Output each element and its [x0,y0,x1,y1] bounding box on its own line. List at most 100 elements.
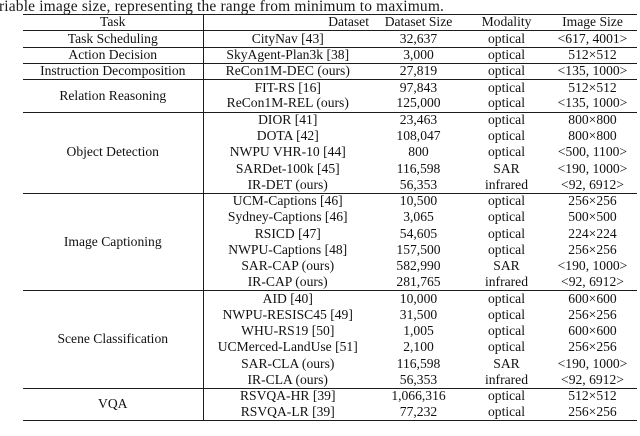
dataset-cell: SAR-CAP (ours) [241,258,335,274]
table-row: RSVQA-LR [39] 77,232 optical 256×256 [23,405,637,421]
table-row: DOTA [42] 108,047 optical 800×800 [23,128,637,144]
dataset-cell: ReCon1M-DEC (ours) [203,62,372,80]
dataset-size-cell: 2,100 [403,339,434,355]
task-cell: Object Detection [23,111,204,194]
modality-cell: optical [488,225,525,241]
dataset-cell: IR-CLA (ours) [247,372,328,387]
image-size-cell: <92, 6912> [561,177,624,192]
modality-cell: optical [488,128,525,144]
image-size-cell: 512×512 [548,78,637,96]
table-caption: riable image size, representing the rang… [0,0,445,15]
dataset-size-cell: 582,990 [396,258,441,274]
modality-cell: optical [488,307,525,322]
image-size-cell: <617, 4001> [548,30,637,47]
image-size-cell: <190, 1000> [557,160,628,176]
modality-cell: optical [488,242,525,257]
dataset-size-cell: 116,598 [396,160,441,176]
modality-cell: optical [488,323,525,339]
dataset-cell: AID [40] [203,290,372,307]
modality-cell: optical [465,30,548,47]
modality-cell: infrared [484,274,529,290]
dataset-size-cell: 97,843 [372,78,465,96]
table-row: SAR-CAP (ours) 582,990 SAR <190, 1000> [23,258,637,274]
image-size-cell: 256×256 [568,404,617,420]
dataset-size-cell: 157,500 [396,242,441,257]
image-size-cell: 600×600 [548,290,637,307]
image-size-cell: 500×500 [568,209,617,225]
image-size-cell: 600×600 [568,323,617,339]
image-size-cell: <500, 1100> [557,144,628,160]
modality-cell: optical [488,209,525,225]
modality-cell: optical [465,290,548,307]
dataset-cell: UCMerced-LandUse [51] [217,339,358,355]
dataset-cell: Sydney-Captions [46] [227,209,348,225]
dataset-size-cell: 23,463 [372,111,465,129]
dataset-cell: WHU-RS19 [50] [241,323,335,339]
task-cell: Task Scheduling [23,30,204,47]
dataset-cell: SARDet-100k [45] [235,160,340,176]
modality-cell: optical [465,46,548,64]
table-row: Relation Reasoning FIT-RS [16] 97,843 optic… [23,78,637,112]
table-row: Scene Classification AID [40] 10,000 optica… [23,290,637,389]
table-row: Action Decision SkyAgent-Plan3k [38] 3,000… [23,46,637,64]
dataset-cell: IR-DET (ours) [247,177,328,192]
table-row: ReCon1M-REL (ours) 125,000 optical <135, 10… [23,96,637,112]
task-cell: Action Decision [23,46,204,64]
table-row: Object Detection DIOR [41] 23,463 optical 80… [23,111,637,194]
modality-cell: optical [488,404,525,420]
modality-cell: infrared [484,372,529,387]
image-size-cell: <135, 1000> [557,95,628,111]
task-cell: Instruction Decomposition [23,62,204,80]
task-cell: Relation Reasoning [23,79,204,112]
table-row: Image Captioning UCM-Captions [46] 10,500 o… [23,192,637,291]
table-row: IR-DET (ours) 56,353 infrared <92, 6912> [23,177,637,193]
dataset-size-cell: 56,353 [399,372,438,387]
dataset-cell: FIT-RS [16] [203,78,372,96]
task-cell: Scene Classification [23,290,204,389]
table-row: VQA RSVQA-HR [39] 1,066,316 optical 512×512 [23,387,637,421]
task-cell: VQA [23,387,204,421]
table-row: Task Scheduling CityNav [43] 32,637 optical… [23,30,637,47]
column-header-image-size: Image Size [548,14,637,32]
image-size-cell: 256×256 [568,307,617,322]
image-size-cell: <92, 6912> [561,274,624,290]
column-header-task: Task [23,14,204,32]
table-row: SARDet-100k [45] 116,598 SAR <190, 1000> [23,161,637,177]
modality-cell: optical [465,192,548,210]
dataset-size-cell: 1,005 [403,323,434,339]
table-row: NWPU-RESISC45 [49] 31,500 optical 256×256 [23,307,637,323]
dataset-size-cell: 10,000 [372,290,465,307]
dataset-size-cell: 27,819 [372,62,465,80]
image-size-cell: 512×512 [548,387,637,405]
modality-cell: optical [488,95,525,111]
table-row: SAR-CLA (ours) 116,598 SAR <190, 1000> [23,356,637,372]
image-size-cell: <190, 1000> [557,258,628,274]
dataset-cell: CityNav [43] [203,30,372,47]
column-header-dataset-size: Dataset Size [372,14,465,32]
image-size-cell: 256×256 [568,242,617,257]
modality-cell: optical [465,111,548,129]
dataset-cell: RSICD [47] [254,225,321,241]
modality-cell: optical [465,387,548,405]
dataset-cell: ReCon1M-REL (ours) [226,95,349,111]
table-row: IR-CAP (ours) 281,765 infrared <92, 6912> [23,275,637,291]
modality-cell: optical [488,339,525,355]
table-row: RSICD [47] 54,605 optical 224×224 [23,226,637,242]
dataset-size-cell: 32,637 [372,30,465,47]
datasets-table: Task Dataset Dataset Size Modality Image… [23,14,637,422]
dataset-size-cell: 54,605 [399,225,438,241]
dataset-size-cell: 31,500 [399,307,438,322]
dataset-cell: SkyAgent-Plan3k [38] [203,46,372,64]
image-size-cell: <190, 1000> [557,355,628,371]
image-size-cell: <92, 6912> [561,372,624,387]
dataset-size-cell: 108,047 [396,128,441,144]
image-size-cell: 224×224 [568,225,617,241]
task-cell: Image Captioning [23,192,204,291]
dataset-size-cell: 77,232 [399,404,438,420]
table-row: WHU-RS19 [50] 1,005 optical 600×600 [23,323,637,339]
dataset-cell: NWPU-Captions [48] [228,242,348,257]
column-header-modality: Modality [465,14,548,32]
dataset-size-cell: 3,065 [403,209,434,225]
image-size-cell: 512×512 [548,46,637,64]
